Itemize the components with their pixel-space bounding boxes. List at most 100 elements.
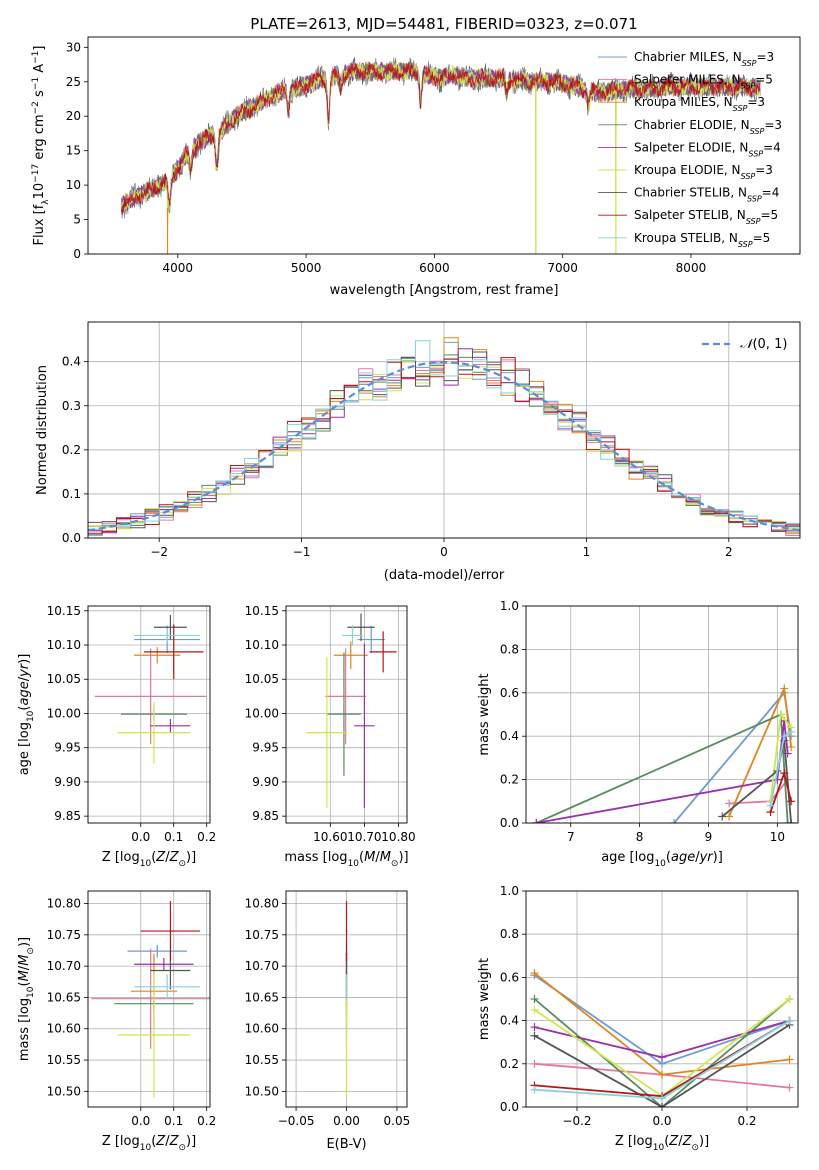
plot-area-mass-vs-ebv: [345, 901, 348, 1098]
data-point: [382, 651, 384, 653]
y-tick-label: 9.95: [252, 741, 279, 755]
plot-area-age-vs-z: [94, 614, 207, 764]
weight-marker: [787, 797, 796, 806]
weight-marker: [530, 1005, 539, 1014]
x-tick-label: 9: [705, 830, 713, 844]
y-tick-label: 25: [66, 75, 81, 89]
axes-frame: [87, 890, 211, 1108]
weight-marker: [658, 1094, 666, 1103]
weight-marker: [530, 969, 539, 978]
y-tick-label: 0.4: [500, 1014, 519, 1028]
x-tick-label: 10: [770, 830, 785, 844]
data-point: [172, 651, 175, 653]
data-point: [343, 713, 345, 715]
y-tick-label: 10.65: [47, 990, 81, 1004]
x-tick-label: −1: [293, 545, 311, 559]
y-tick-label: 10.70: [47, 959, 81, 973]
y-tick-label: 10.15: [47, 604, 81, 618]
weight-marker: [787, 743, 796, 752]
axes-mass-vs-z: 0.0 0.1 0.2 10.50 10.55 10.60 10.65 10.70 10.75 1…: [17, 890, 216, 1153]
y-tick-label: 0.2: [62, 443, 81, 457]
y-tick-label: 20: [66, 109, 81, 123]
y-tick-label: 0.3: [62, 399, 81, 413]
x-tick-label: 10.70: [347, 830, 381, 844]
plot-area-mass-vs-z: [91, 901, 210, 1098]
axes-frame: [87, 36, 801, 255]
y-tick-label: 10.60: [47, 1022, 81, 1036]
weight-marker: [530, 1023, 539, 1032]
weight-marker: [785, 1016, 794, 1025]
legend-label: Salpeter ELODIE, NSSP=4: [634, 140, 781, 158]
axes-mass-weight-vs-z: −0.2 0.0 0.2 0.0 0.2 0.4 0.6 0.8 1.0 Z [log10(Z/Z…: [477, 884, 799, 1153]
axes-age-vs-z: 0.0 0.1 0.2 9.85 9.90 9.95 10.00 10.05 10.10 10.1…: [17, 604, 216, 869]
data-point: [149, 695, 152, 698]
data-point: [169, 724, 172, 727]
data-point: [345, 985, 348, 988]
y-tick-label: 0.2: [500, 773, 519, 787]
x-tick-label: 0.2: [197, 1114, 216, 1128]
weight-marker: [530, 995, 539, 1003]
y-tick-label: 10.05: [245, 672, 279, 686]
axes-age-vs-mass: 10.60 10.70 10.80 9.85 9.90 9.95 10.00 10.05 10.…: [245, 604, 416, 869]
data-point: [326, 731, 328, 734]
x-tick-label: 4000: [163, 261, 194, 275]
x-tick-label: 0.1: [164, 830, 183, 844]
legend-label: Chabrier MILES, NSSP=3: [634, 50, 774, 68]
data-point: [166, 985, 168, 988]
y-tick-label: 9.90: [252, 775, 279, 789]
x-tick-label: 0.0: [652, 1114, 671, 1128]
x-axis-label: age [log10(age/yr)]: [601, 850, 723, 869]
x-axis-label: (data-model)/error: [384, 568, 505, 583]
y-tick-label: 10.75: [245, 928, 279, 942]
data-point: [169, 969, 172, 972]
y-tick-label: 10.00: [47, 706, 81, 720]
y-tick-label: 0.8: [500, 927, 519, 941]
x-tick-label: 10.60: [313, 830, 347, 844]
legend-label: Kroupa MILES, NSSP=3: [634, 95, 765, 113]
y-tick-label: 1.0: [500, 599, 519, 613]
axes-mass-weight-vs-age: 7 8 9 10 0.0 0.2 0.4 0.6 0.8 1.0 age [log10(age/yr…: [477, 599, 799, 869]
y-tick-label: 5: [73, 213, 81, 227]
x-tick-label: 6000: [419, 261, 450, 275]
x-tick-label: 7: [567, 830, 575, 844]
data-point: [153, 731, 155, 734]
y-axis-label: Flux [fλ10−17 erg cm−2 s−1 A−1]: [31, 46, 51, 246]
y-tick-label: 10.70: [245, 959, 279, 973]
x-tick-label: 0: [440, 545, 448, 559]
weight-marker: [530, 1059, 539, 1068]
legend: Chabrier MILES, NSSP=3 Salpeter MILES, NS…: [598, 50, 782, 248]
plot-area-age-vs-mass: [306, 613, 397, 808]
weight-marker: [780, 769, 789, 778]
y-tick-label: 10.55: [47, 1053, 81, 1067]
y-tick-label: 30: [66, 40, 81, 54]
y-axis-label: mass [log10(M/M⊙)]: [17, 937, 36, 1061]
data-point: [345, 971, 348, 974]
x-axis-label: Z [log10(Z/Z⊙)]: [102, 850, 196, 869]
y-tick-label: 10.10: [47, 638, 81, 652]
y-tick-label: 10.80: [245, 897, 279, 911]
data-point: [156, 950, 159, 952]
weight-marker: [530, 1085, 539, 1094]
legend-label: Kroupa STELIB, NSSP=5: [634, 231, 770, 249]
legend-label: Chabrier ELODIE, NSSP=3: [634, 118, 782, 136]
y-tick-label: 0.6: [500, 970, 519, 984]
weight-marker: [787, 819, 796, 823]
spectrum-line-7: [121, 61, 761, 215]
y-tick-label: 1.0: [500, 884, 519, 898]
weight-marker: [783, 819, 792, 823]
y-tick-label: 10.50: [47, 1084, 81, 1098]
plot-area-mass-weight-vs-age: [532, 684, 796, 823]
data-point: [345, 930, 348, 932]
y-tick-label: 0.1: [62, 487, 81, 501]
y-tick-label: 0.0: [500, 1100, 519, 1114]
weight-marker: [718, 812, 727, 821]
y-tick-label: 9.85: [252, 809, 279, 823]
x-axis-label: Z [log10(Z/Z⊙)]: [102, 1134, 196, 1153]
y-axis-label: mass weight: [477, 673, 492, 755]
y-tick-label: 10.15: [245, 604, 279, 618]
weight-marker: [658, 1103, 666, 1107]
axes-frame: [285, 605, 408, 824]
plot-area-spectrum: [121, 56, 761, 254]
weight-marker: [670, 819, 679, 823]
data-point: [169, 626, 172, 629]
